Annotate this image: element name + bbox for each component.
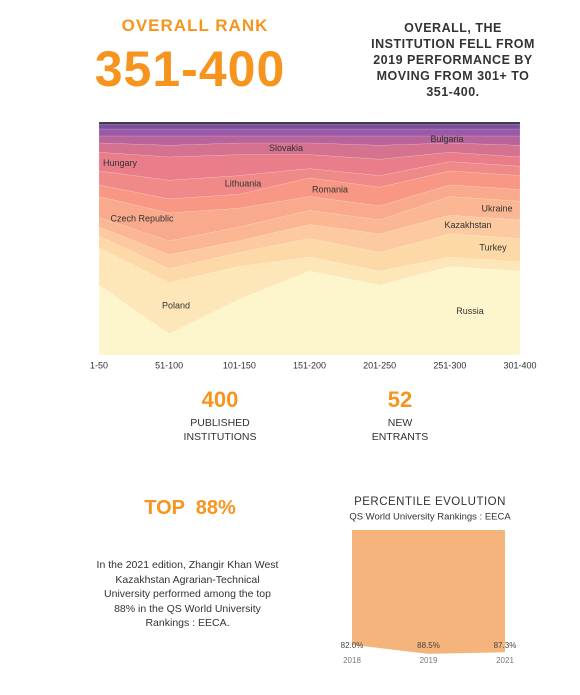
x-tick-label: 2019	[420, 656, 438, 665]
stat-value: 52	[387, 387, 413, 412]
x-tick-label: 251-300	[433, 360, 466, 370]
x-tick-label: 2021	[496, 656, 514, 665]
series-label: Ukraine	[481, 203, 512, 213]
series-label: Russia	[456, 306, 484, 316]
chart-title: PERCENTILE EVOLUTION	[354, 496, 506, 508]
series-label: Lithuania	[225, 179, 262, 189]
value-label: 82.0%	[341, 641, 364, 650]
series-label: Kazakhstan	[444, 220, 491, 230]
stream-layer	[98, 124, 521, 130]
area	[352, 530, 505, 654]
top-text: In the 2021 edition, Zhangir Khan West K…	[96, 559, 279, 629]
series-label: Hungary	[103, 158, 138, 168]
rank-value: 351-400	[94, 41, 286, 97]
series-label: Czech Republic	[110, 214, 174, 224]
chart-subtitle: QS World University Rankings : EECA	[349, 512, 511, 523]
rank-label: OVERALL RANK	[121, 16, 269, 35]
x-tick-label: 151-200	[293, 360, 326, 370]
x-tick-label: 301-400	[503, 360, 536, 370]
series-label: Slovakia	[269, 143, 303, 153]
stat-label: NEW ENTRANTS	[371, 417, 429, 443]
value-label: 88.5%	[417, 641, 440, 650]
rank-summary: OVERALL, THE INSTITUTION FELL FROM 2019 …	[371, 21, 535, 99]
series-label: Poland	[162, 300, 190, 310]
x-tick-label: 1-50	[90, 360, 108, 370]
top-title: TOP 88%	[144, 497, 236, 519]
x-tick-label: 51-100	[155, 360, 183, 370]
value-label: 87.3%	[494, 641, 517, 650]
x-tick-label: 201-250	[363, 360, 396, 370]
series-label: Romania	[312, 184, 348, 194]
x-tick-label: 101-150	[223, 360, 256, 370]
series-label: Turkey	[479, 243, 507, 253]
x-tick-label: 2018	[343, 656, 361, 665]
series-label: Bulgaria	[430, 134, 463, 144]
stream-layer	[98, 121, 521, 125]
stat-value: 400	[201, 387, 239, 412]
stat-label: PUBLISHED INSTITUTIONS	[183, 417, 257, 443]
